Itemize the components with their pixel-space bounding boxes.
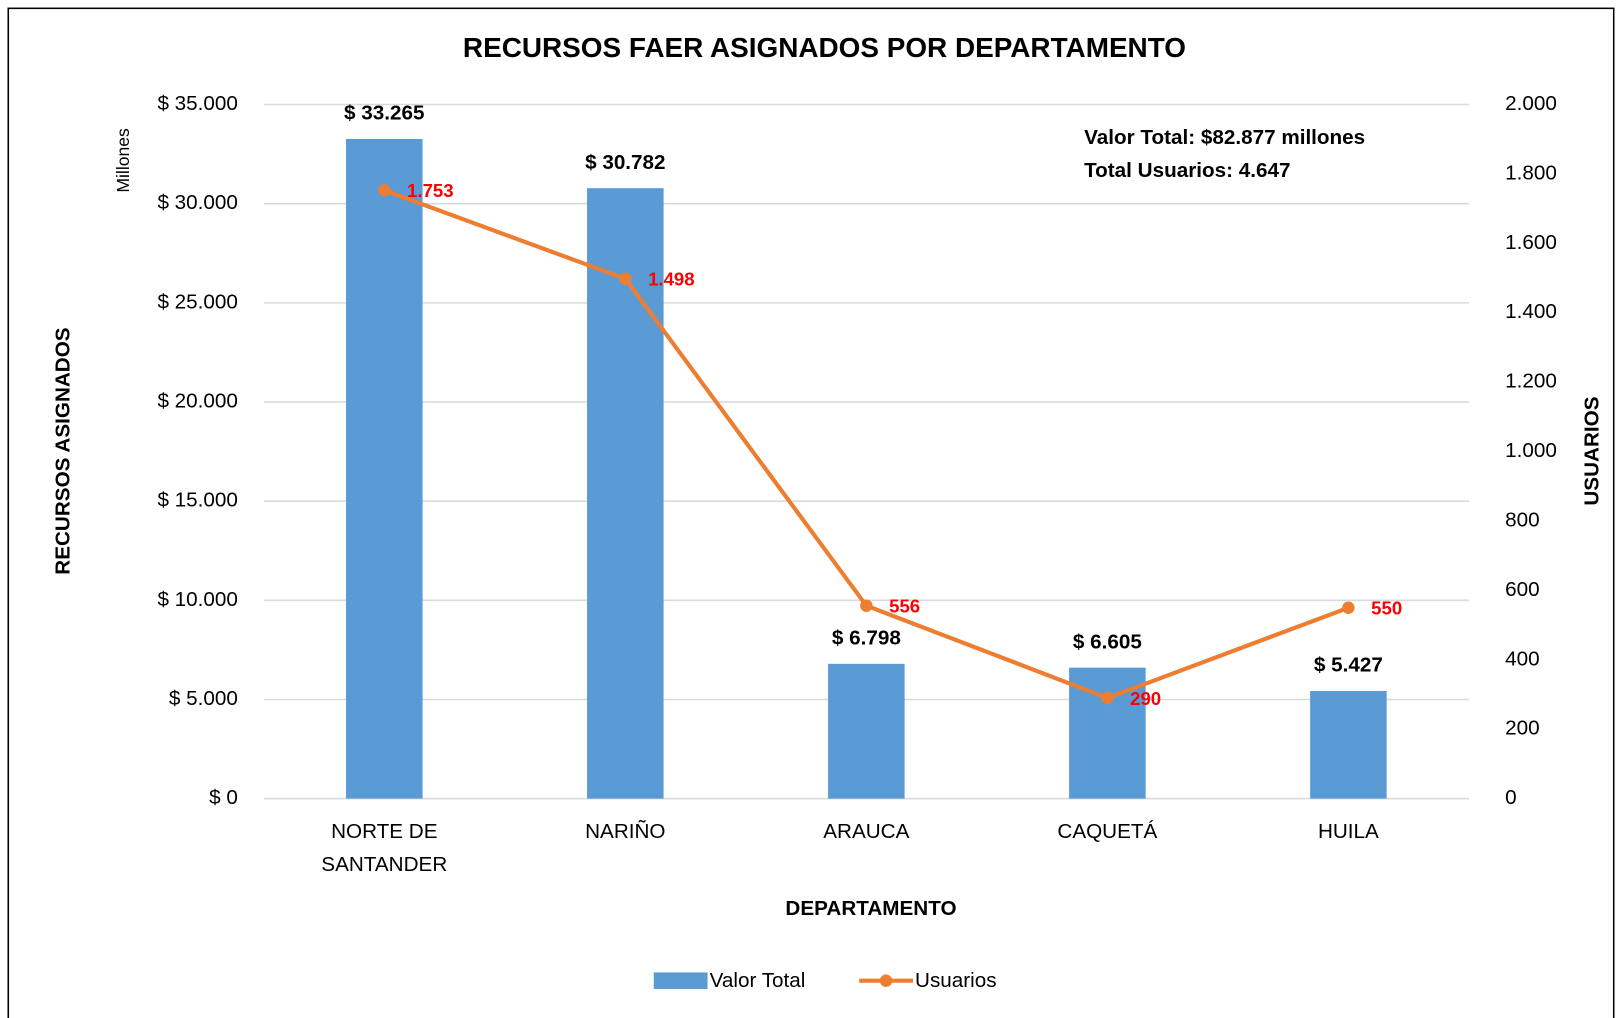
line-value-label: 1.498 bbox=[648, 269, 695, 290]
y2-tick-label: 1.200 bbox=[1505, 370, 1557, 393]
y2-tick-label: 2.000 bbox=[1505, 92, 1557, 115]
y2-tick-label: 1.600 bbox=[1505, 231, 1557, 254]
bar-value-label: $ 5.427 bbox=[1314, 654, 1383, 677]
chart-border bbox=[7, 7, 1615, 1018]
x-tick-label: NORTE DE SANTANDER bbox=[321, 820, 447, 876]
line-marker bbox=[860, 599, 873, 612]
y-axis-label: RECURSOS ASIGNADOS bbox=[52, 327, 75, 574]
y-tick-label: $ 0 bbox=[209, 786, 238, 809]
annotation: Valor Total: $82.877 millones bbox=[1084, 126, 1365, 149]
y-tick-label: $ 30.000 bbox=[157, 191, 237, 214]
line-value-label: 1.753 bbox=[407, 180, 454, 201]
legend-label: Valor Total bbox=[710, 969, 806, 992]
bar bbox=[1310, 691, 1387, 799]
line-value-label: 556 bbox=[889, 596, 920, 617]
line-value-label: 550 bbox=[1371, 598, 1402, 619]
line-marker bbox=[619, 272, 632, 285]
y2-tick-label: 800 bbox=[1505, 508, 1540, 531]
y-tick-label: $ 15.000 bbox=[157, 489, 237, 512]
y2-tick-label: 1.400 bbox=[1505, 300, 1557, 323]
x-tick-label: NARIÑO bbox=[585, 819, 665, 843]
y2-tick-label: 600 bbox=[1505, 578, 1540, 601]
y2-tick-label: 400 bbox=[1505, 647, 1540, 670]
y-tick-label: $ 25.000 bbox=[157, 290, 237, 313]
bar bbox=[587, 188, 664, 799]
line-value-label: 290 bbox=[1130, 688, 1161, 709]
y2-tick-label: 200 bbox=[1505, 717, 1540, 740]
line-marker bbox=[1101, 691, 1114, 705]
y-axis-unit: Millones bbox=[113, 128, 133, 193]
y2-axis-label: USUARIOS bbox=[1581, 397, 1604, 506]
y-tick-label: $ 35.000 bbox=[157, 92, 237, 115]
y-tick-label: $ 10.000 bbox=[157, 588, 237, 611]
y2-tick-label: 1.000 bbox=[1505, 439, 1557, 462]
annotation: Total Usuarios: 4.647 bbox=[1084, 159, 1290, 182]
y-tick-label: $ 20.000 bbox=[157, 389, 237, 412]
legend-marker bbox=[879, 974, 893, 987]
bar bbox=[828, 663, 905, 799]
bar-value-label: $ 30.782 bbox=[585, 151, 665, 174]
x-tick-label: ARAUCA bbox=[823, 820, 909, 843]
chart-title: RECURSOS FAER ASIGNADOS POR DEPARTAMENTO bbox=[463, 32, 1186, 63]
y-tick-label: $ 5.000 bbox=[169, 687, 238, 710]
y2-tick-label: 0 bbox=[1505, 786, 1517, 809]
bar-value-label: $ 6.605 bbox=[1073, 630, 1142, 653]
x-axis-label: DEPARTAMENTO bbox=[785, 897, 956, 920]
y2-tick-label: 1.800 bbox=[1505, 161, 1557, 184]
x-tick-label: CAQUETÁ bbox=[1057, 820, 1157, 843]
line-marker bbox=[1342, 601, 1355, 614]
bar bbox=[346, 138, 423, 799]
x-tick-label: HUILA bbox=[1318, 820, 1379, 843]
line-marker bbox=[378, 184, 391, 197]
legend-label: Usuarios bbox=[915, 969, 997, 992]
bar-value-label: $ 6.798 bbox=[832, 626, 901, 649]
legend-swatch bbox=[653, 972, 708, 989]
bar-value-label: $ 33.265 bbox=[344, 102, 424, 125]
